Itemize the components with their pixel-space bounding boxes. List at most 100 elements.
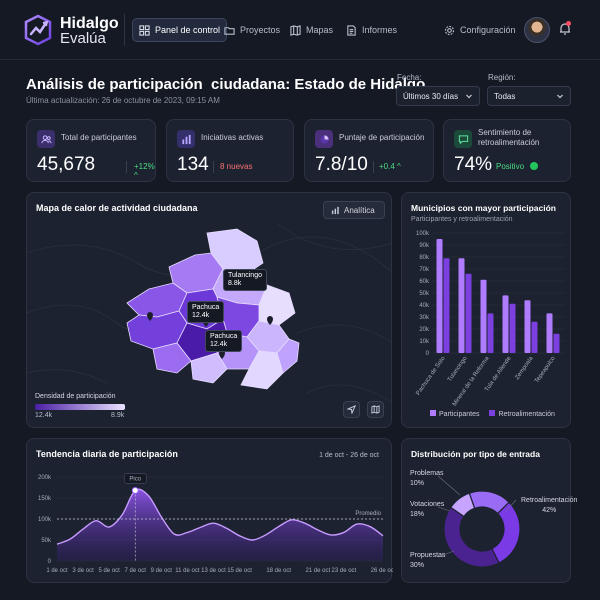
nav-item-mapas[interactable]: Mapas xyxy=(284,18,339,42)
nav-label: Informes xyxy=(362,25,398,35)
y-tick-label: 70k xyxy=(419,267,430,273)
kpi-value: 74% xyxy=(454,154,493,175)
map-icon xyxy=(371,405,380,414)
y-tick-label: 50k xyxy=(419,291,430,297)
density-legend-min: 12.4k xyxy=(35,412,53,419)
y-tick-label: 0 xyxy=(48,559,52,565)
brand-name[interactable]: Hidalgo Evalúa xyxy=(60,15,119,47)
region-filter-select[interactable]: Todas xyxy=(487,86,571,106)
x-tick-label: 18 de oct xyxy=(266,568,291,574)
heatmap-card: Mapa de calor de actividad ciudadana Ana… xyxy=(26,192,392,428)
kpi-divider xyxy=(126,161,127,173)
locate-button[interactable] xyxy=(343,401,360,418)
donut-label-retroalimentacion: Retroalimentación 42% xyxy=(521,497,578,514)
bar-participantes xyxy=(546,313,553,353)
y-tick-label: 100k xyxy=(38,517,52,523)
map-callout-tulancingo: Tulancingo 8.8k xyxy=(223,269,267,291)
legend-item-participantes: Participantes xyxy=(430,410,479,418)
top-navigation-bar: Hidalgo Evalúa Panel de control Proyecto… xyxy=(0,0,600,60)
kpi-divider xyxy=(213,161,214,173)
bar-participantes xyxy=(436,239,443,353)
brand-line-1: Hidalgo xyxy=(60,15,119,32)
kpi-delta: +12% ^ xyxy=(134,162,155,180)
map-pin-icon xyxy=(147,312,153,321)
bar-chart-icon xyxy=(181,134,191,144)
page-title: Análisis de participación ciudadana: Est… xyxy=(26,76,426,93)
average-label: Promedio xyxy=(355,511,381,517)
donut-label-propuestas: Propuestas 30% xyxy=(410,552,446,569)
nav-item-panel-de-control[interactable]: Panel de control xyxy=(132,18,228,42)
trend-date-range: 1 de oct - 26 de oct xyxy=(319,452,379,459)
map-callout-pachuca-2: Pachuca 12.4k xyxy=(205,330,243,352)
x-tick-label: 13 de oct xyxy=(201,568,226,574)
trend-area-chart: 0 50k 100k 150k 200k Promedio Pico 1 de oct 3 de… xyxy=(38,473,393,574)
kpi-delta: +0.4 ^ xyxy=(379,162,401,171)
analytics-button[interactable]: Analítica xyxy=(323,201,385,219)
density-legend-title: Densidad de participación xyxy=(35,393,116,400)
density-legend-max: 8.9k xyxy=(111,412,125,419)
y-tick-label: 40k xyxy=(419,303,430,309)
bar-participantes xyxy=(502,295,509,353)
distribution-title: Distribución por tipo de entrada xyxy=(411,449,540,459)
x-tick-label: 21 de oct xyxy=(305,568,330,574)
bell-icon[interactable] xyxy=(558,22,572,36)
nav-item-proyectos[interactable]: Proyectos xyxy=(218,18,286,42)
density-legend-bar xyxy=(35,404,125,410)
document-icon xyxy=(347,24,356,36)
kpi-card-sentimiento: Sentimiento de retroalimentación 74% Pos… xyxy=(443,119,571,182)
x-tick-label: 23 de oct xyxy=(332,568,357,574)
y-tick-label: 150k xyxy=(38,496,52,502)
bar-retroalimentacion xyxy=(509,303,516,353)
chevron-down-icon xyxy=(466,94,472,99)
kpi-value: 7.8/10 xyxy=(315,154,368,175)
x-tick-label: Tepeapulco xyxy=(534,355,557,384)
map-icon xyxy=(290,24,301,36)
donut-slice-retroalimentación xyxy=(443,506,500,568)
y-tick-label: 200k xyxy=(38,475,52,481)
user-avatar[interactable] xyxy=(524,17,550,43)
bar-retroalimentacion xyxy=(487,313,494,353)
heatmap-title: Mapa de calor de actividad ciudadana xyxy=(36,203,198,213)
y-tick-label: 60k xyxy=(419,279,430,285)
x-tick-label: 15 de oct xyxy=(227,568,252,574)
x-tick-label: Zempoala xyxy=(514,355,535,381)
donut-label-problemas: Problemas 10% xyxy=(410,470,444,487)
map-callout-pachuca-1: Pachuca 12.4k xyxy=(187,301,225,323)
nav-item-informes[interactable]: Informes xyxy=(340,18,403,42)
kpi-label: Puntaje de participación xyxy=(339,133,425,142)
x-tick-label: 1 de oct xyxy=(46,568,68,574)
municipios-title: Municipios con mayor participación xyxy=(411,203,556,213)
x-tick-label: 11 de oct xyxy=(175,568,200,574)
users-icon xyxy=(40,134,52,143)
kpi-divider xyxy=(373,161,374,173)
kpi-card-total-participantes: Total de participantes 45,678 +12% ^ xyxy=(26,119,156,182)
folder-icon xyxy=(224,26,235,35)
nav-item-configuracion[interactable]: Configuración xyxy=(438,18,522,42)
x-tick-label: 5 de oct xyxy=(98,568,120,574)
map-layers-button[interactable] xyxy=(367,401,384,418)
date-filter-select[interactable]: Últimos 30 días xyxy=(396,86,480,106)
kpi-icon-box xyxy=(315,130,333,148)
kpi-label: Iniciativas activas xyxy=(201,133,264,142)
nav-label: Configuración xyxy=(460,25,516,35)
date-filter-label: Fecha: xyxy=(397,73,422,82)
last-updated: Última actualización: 26 de octubre de 2… xyxy=(26,96,220,105)
bar-retroalimentacion xyxy=(443,258,450,353)
y-tick-label: 90k xyxy=(419,243,430,249)
kpi-value: 45,678 xyxy=(37,154,96,175)
brand-line-2: Evalúa xyxy=(60,30,106,47)
bar-participantes xyxy=(524,300,531,353)
nav-label: Panel de control xyxy=(155,25,221,35)
leader-line xyxy=(437,506,451,512)
leader-line xyxy=(437,550,455,558)
kpi-card-iniciativas-activas: Iniciativas activas 134 8 nuevas xyxy=(166,119,294,182)
pie-chart-icon xyxy=(319,134,329,144)
arrow-up-icon: ^ xyxy=(134,171,138,180)
y-tick-label: 30k xyxy=(419,315,430,321)
nav-label: Proyectos xyxy=(240,25,281,35)
municipios-subtitle: Participantes y retroalimentación xyxy=(411,216,513,223)
x-tick-label: 26 de oct xyxy=(371,568,393,574)
kpi-icon-box xyxy=(37,130,55,148)
arrow-up-icon: ^ xyxy=(397,162,401,171)
bar-chart-icon xyxy=(331,206,339,214)
